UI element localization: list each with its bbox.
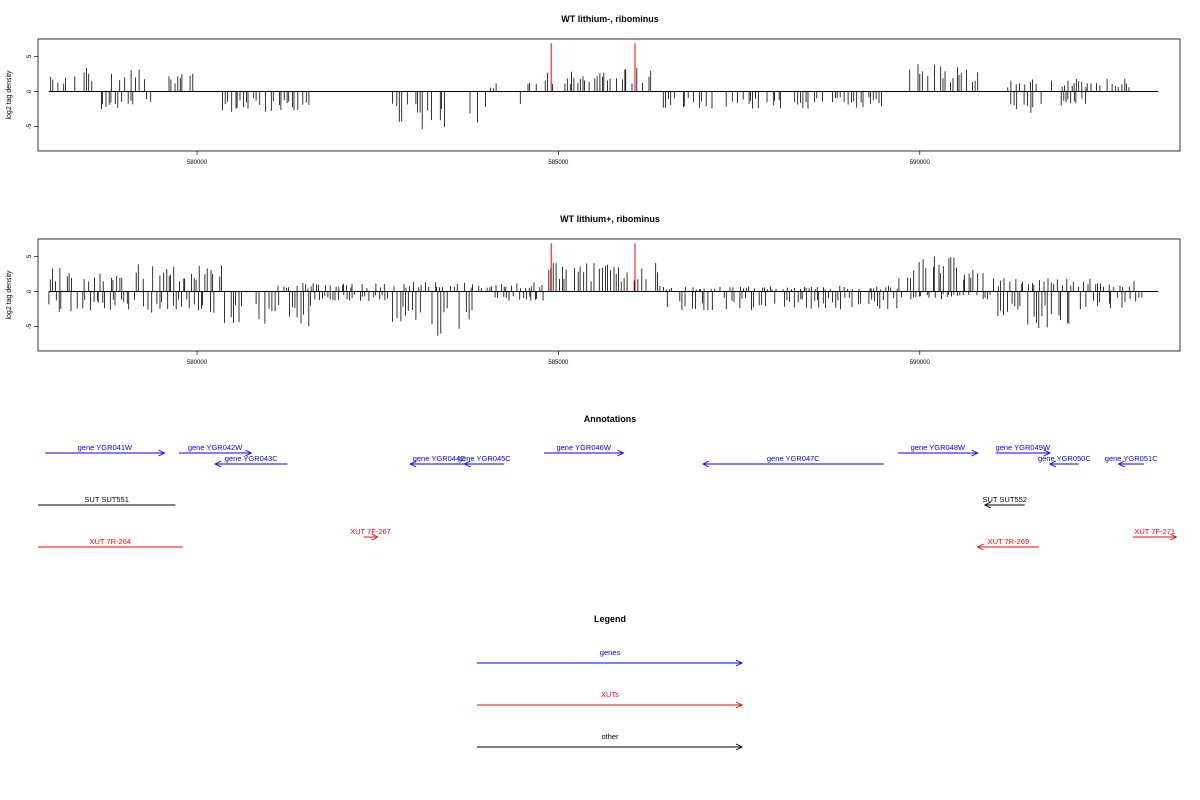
- arrow-head: [214, 460, 222, 468]
- annotation-features: gene YGR041W gene YGR042W gene YGR043C gene…: [38, 443, 1178, 551]
- arrow-head: [463, 460, 471, 468]
- feature-label: gene YGR045C: [458, 454, 511, 463]
- feature-label: gene YGR051C: [1105, 454, 1158, 463]
- arrow-head: [701, 460, 710, 468]
- feature-label: gene YGR043C: [225, 454, 278, 463]
- plot-frame: [37, 238, 1181, 352]
- feature-label: gene YGR049W: [996, 443, 1051, 452]
- y-tick-label: 0: [27, 289, 33, 293]
- marker-lines: [550, 243, 636, 292]
- feature-label: gene YGR046W: [556, 443, 611, 452]
- feature-label: gene YGR044C: [413, 454, 466, 463]
- density-bars: [48, 256, 1143, 336]
- x-tick-label: 585000: [548, 160, 569, 166]
- feature-label: gene YGR041W: [78, 443, 133, 452]
- x-tick-label: 580000: [187, 360, 208, 366]
- annotations-panel: Annotations gene YGR041W gene YGR042Wgene…: [38, 414, 1178, 551]
- legend-items: genes XUTs other: [477, 648, 744, 751]
- x-tick-label: 590000: [910, 360, 931, 366]
- chart-title: WT lithium+, ribominus: [560, 214, 660, 224]
- legend-panel: Legend genes XUTs other: [477, 614, 744, 751]
- feature-label: SUT SUT551: [84, 495, 128, 504]
- feature-label: XUT 7R-269: [988, 537, 1030, 546]
- feature-label: gene YGR042W: [188, 443, 243, 452]
- y-tick-label: -5: [27, 323, 33, 329]
- chart-panel-lithium-minus: WT lithium-, ribominus log2 tag density …: [6, 14, 1181, 166]
- marker-lines: [550, 43, 636, 92]
- plot-frame: [37, 38, 1181, 152]
- arrow-head: [158, 449, 166, 457]
- arrow-head: [371, 533, 379, 541]
- chart-panel-lithium-plus: WT lithium+, ribominus log2 tag density …: [6, 214, 1181, 366]
- feature-label: gene YGR047C: [767, 454, 820, 463]
- legend-label: other: [601, 732, 619, 741]
- y-axis-label: log2 tag density: [6, 270, 13, 320]
- arrow-head: [245, 449, 253, 457]
- y-tick-label: 5: [27, 254, 33, 258]
- feature-label: XUT 7F-271: [1134, 527, 1175, 536]
- arrow-head: [983, 501, 992, 509]
- legend-arrow-head: [735, 701, 744, 709]
- feature-label: gene YGR050C: [1038, 454, 1091, 463]
- annotations-title: Annotations: [584, 414, 637, 424]
- density-bars: [50, 64, 1130, 130]
- legend-arrow-head: [735, 659, 744, 667]
- chart-title: WT lithium-, ribominus: [561, 14, 659, 24]
- feature-label: XUT 7R-264: [90, 537, 132, 546]
- x-tick-label: 580000: [187, 160, 208, 166]
- x-tick-label: 585000: [548, 360, 569, 366]
- arrow-head: [1043, 449, 1051, 457]
- axes: 580000 585000 590000 5 0 -5: [27, 254, 1159, 366]
- arrow-head: [409, 460, 417, 468]
- arrow-head: [1170, 533, 1178, 541]
- y-tick-label: -5: [27, 123, 33, 129]
- y-tick-label: 5: [27, 54, 33, 58]
- legend-label: XUTs: [601, 690, 619, 699]
- arrow-head: [1048, 460, 1057, 468]
- y-tick-label: 0: [27, 89, 33, 93]
- arrow-head: [971, 449, 979, 457]
- y-axis-label: log2 tag density: [6, 70, 13, 120]
- legend-label: genes: [600, 648, 621, 657]
- axes: 580000 585000 590000 5 0 -5: [27, 54, 1159, 166]
- feature-label: XUT 7F-267: [350, 527, 391, 536]
- feature-label: gene YGR048W: [911, 443, 966, 452]
- legend-title: Legend: [594, 614, 626, 624]
- arrow-head: [617, 449, 625, 457]
- legend-arrow-head: [735, 743, 744, 751]
- x-tick-label: 590000: [910, 160, 931, 166]
- arrow-head: [1117, 460, 1125, 468]
- feature-label: SUT SUT552: [982, 495, 1026, 504]
- arrow-head: [976, 543, 984, 551]
